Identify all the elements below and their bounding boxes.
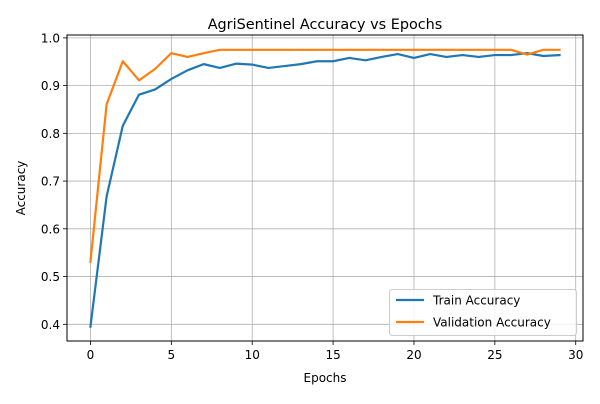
x-axis-label: Epochs [304, 371, 347, 385]
y-tick-label: 0.9 [41, 79, 60, 93]
validation-accuracy-line [89, 48, 561, 263]
y-axis-label: Accuracy [14, 161, 28, 216]
y-tick-label: 0.4 [41, 318, 60, 332]
x-tick-label: 10 [245, 348, 260, 362]
y-tick-label: 0.6 [41, 222, 60, 236]
legend-label-validation: Validation Accuracy [433, 316, 551, 330]
x-tick-label: 0 [87, 348, 95, 362]
axis-ticks: 0 5 10 15 20 25 30 0.4 0.5 0.6 0.7 0.8 0.9 1.0 [41, 31, 583, 362]
series-lines [89, 48, 561, 328]
x-tick-label: 25 [487, 348, 502, 362]
legend-label-train: Train Accuracy [432, 294, 520, 308]
chart-title: AgriSentinel Accuracy vs Epochs [208, 17, 443, 33]
y-tick-label: 1.0 [41, 31, 60, 45]
y-tick-label: 0.5 [41, 270, 60, 284]
x-tick-label: 30 [568, 348, 583, 362]
x-tick-label: 15 [325, 348, 340, 362]
gridlines [67, 35, 583, 341]
y-tick-label: 0.7 [41, 175, 60, 189]
y-tick-label: 0.8 [41, 127, 60, 141]
plot-frame [66, 34, 584, 342]
x-tick-label: 5 [168, 348, 176, 362]
legend: Train Accuracy Validation Accuracy [389, 289, 577, 336]
legend-box [389, 289, 577, 336]
train-accuracy-line [89, 52, 561, 328]
x-tick-label: 20 [406, 348, 421, 362]
